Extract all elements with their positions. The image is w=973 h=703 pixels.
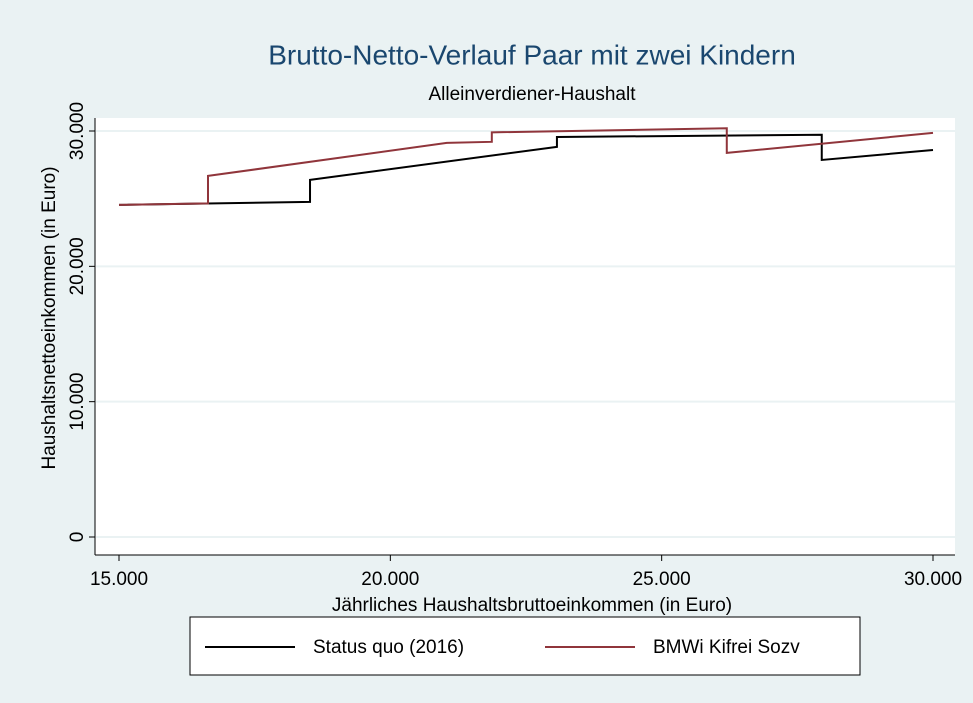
x-tick-label: 15.000 [90, 569, 148, 590]
y-tick-label: 0 [67, 532, 88, 543]
legend-label: Status quo (2016) [313, 637, 464, 658]
y-tick-label: 20.000 [67, 237, 88, 295]
chart-subtitle: Alleinverdiener-Haushalt [429, 84, 637, 105]
x-axis-title: Jährliches Haushaltsbruttoeinkommen (in … [332, 595, 732, 616]
chart-title: Brutto-Netto-Verlauf Paar mit zwei Kinde… [268, 39, 796, 70]
x-tick-label: 30.000 [904, 569, 962, 590]
series-line [118, 127, 934, 206]
y-axis-title: Haushaltsnettoeinkommen (in Euro) [39, 166, 60, 469]
x-tick-label: 20.000 [361, 569, 419, 590]
legend-label: BMWi Kifrei Sozv [653, 637, 800, 658]
y-tick-label: 10.000 [67, 373, 88, 431]
legend-box [189, 616, 861, 676]
x-tick-label: 25.000 [633, 569, 691, 590]
plot-area [95, 118, 955, 555]
y-tick-label: 30.000 [67, 102, 88, 160]
series-line [118, 133, 934, 206]
